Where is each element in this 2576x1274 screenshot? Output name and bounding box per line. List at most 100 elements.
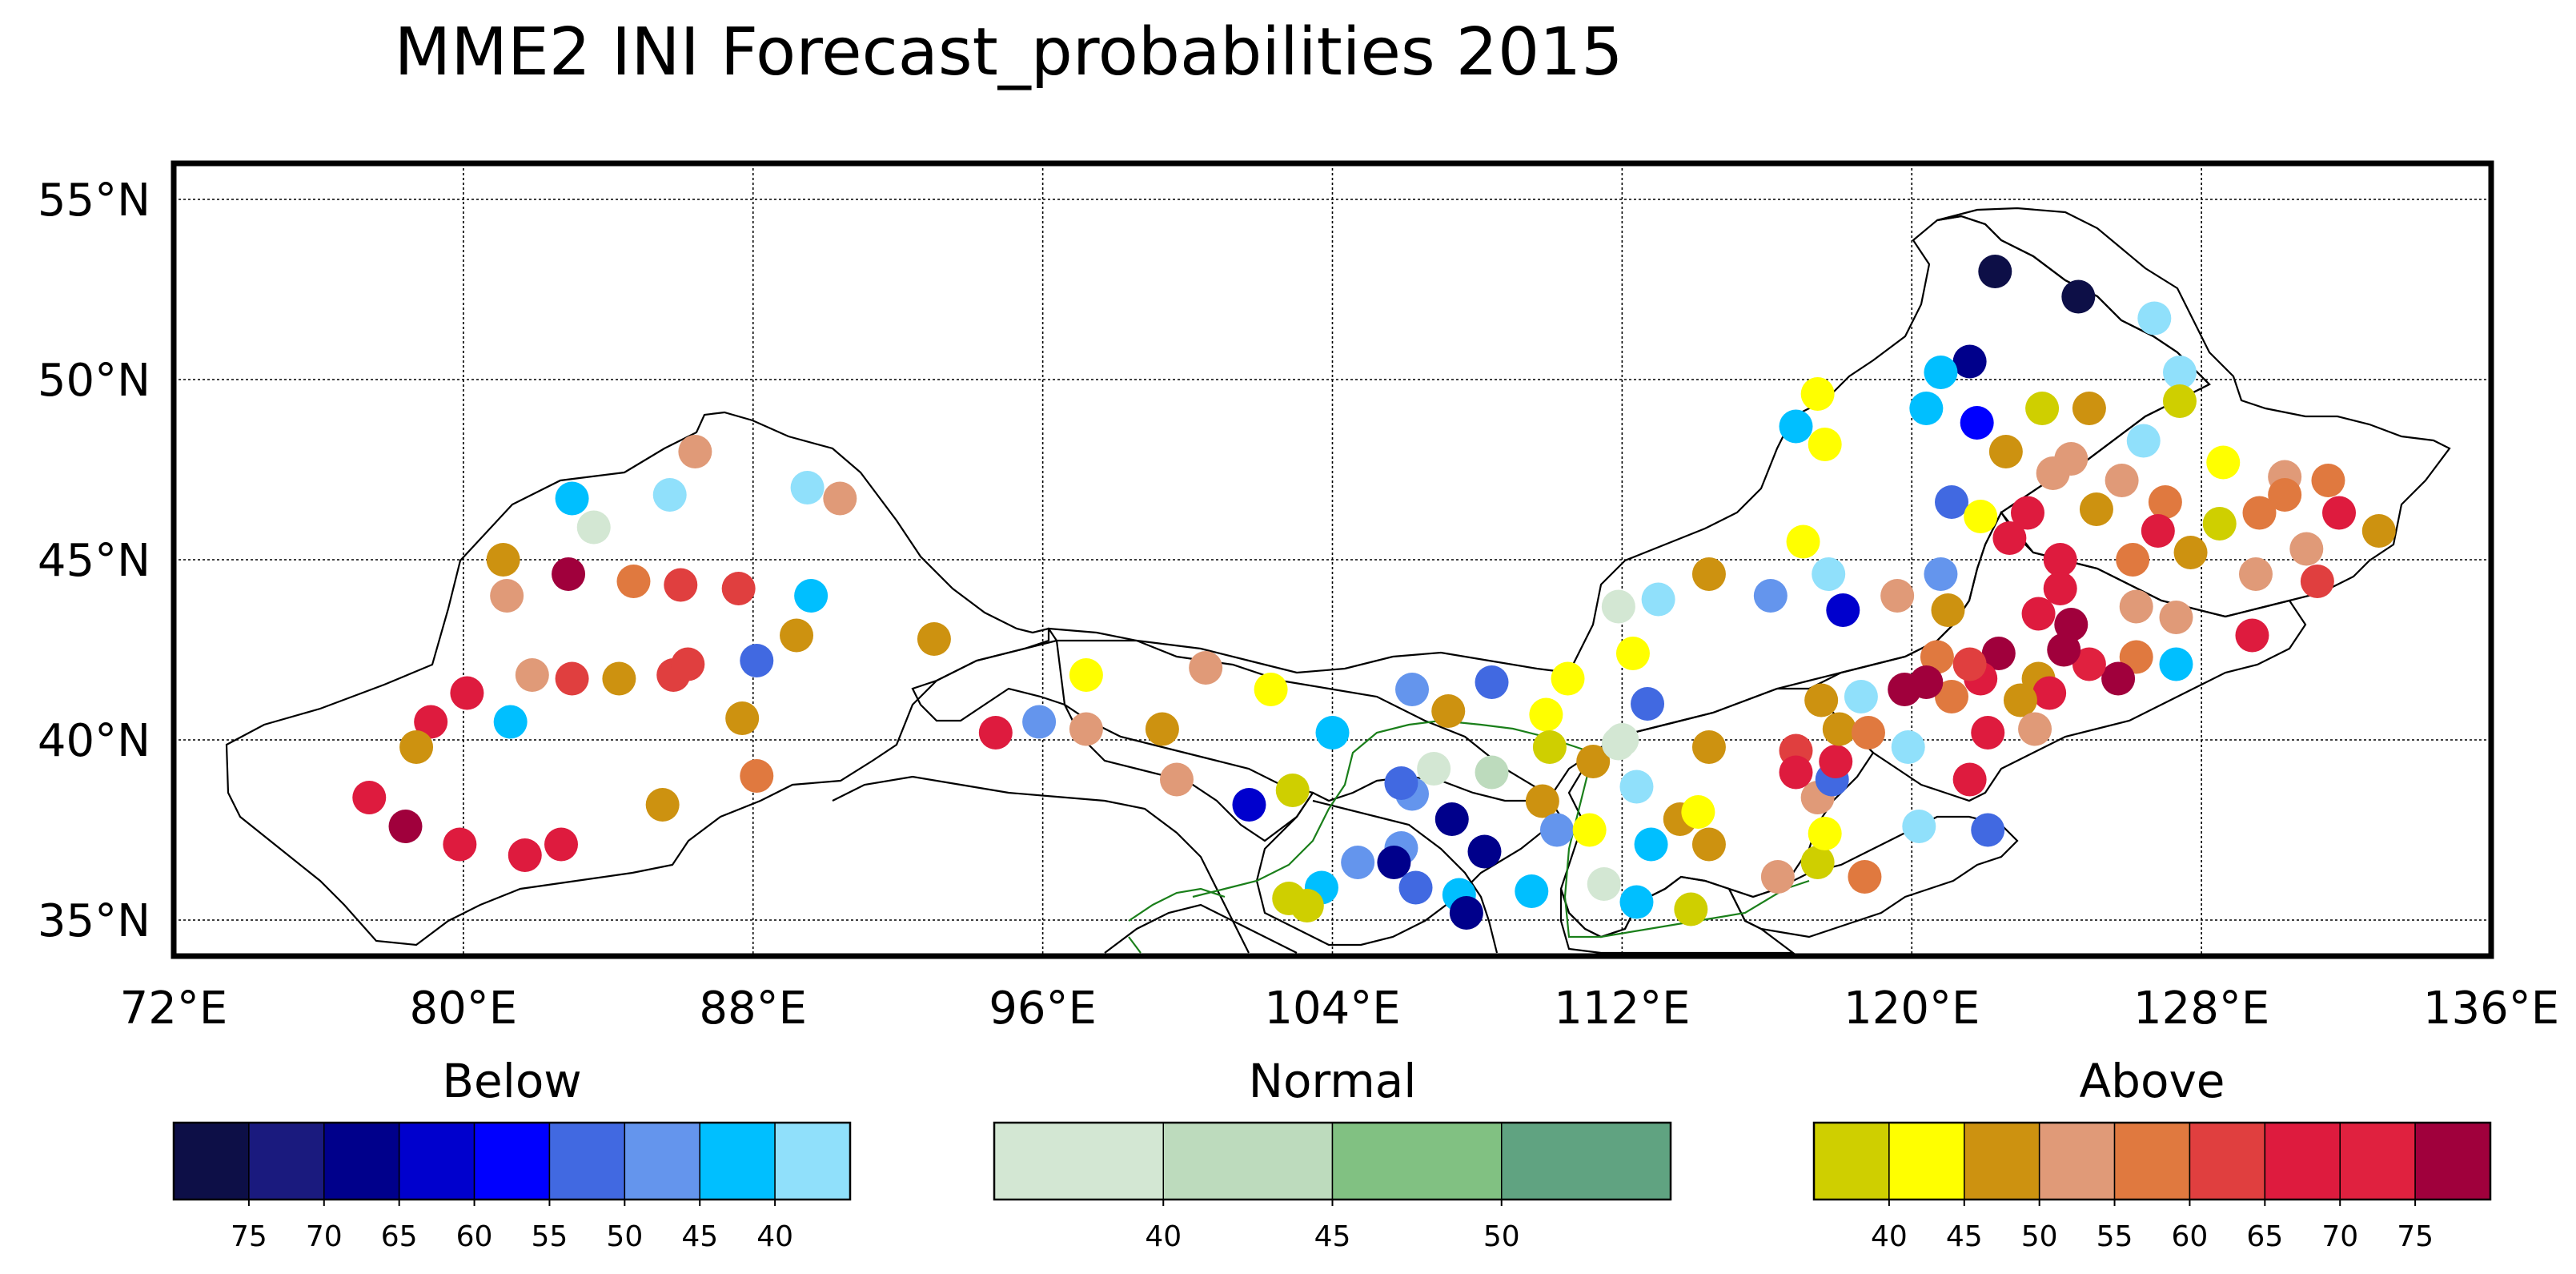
station-point [1971,813,2005,847]
station-point [978,716,1013,750]
y-tick-label: 55°N [38,175,150,227]
station-point [2021,597,2056,631]
station-point [2036,456,2070,490]
station-point [1576,745,1611,778]
station-point [1952,762,1987,797]
station-point [1631,687,1665,721]
station-point [1475,665,1509,699]
station-point [1844,680,1878,713]
y-tick-label: 45°N [38,535,150,587]
station-point [1069,712,1103,746]
station-point [450,676,484,710]
station-point [2235,618,2269,653]
colorbar-swatch [248,1122,325,1200]
station-point [1159,762,1194,797]
station-point [2119,589,2153,624]
station-point [2003,683,2037,717]
station-point [576,510,611,545]
station-point [1935,485,1969,519]
colorbar-tick-label: 50 [1483,1220,1520,1253]
colorbar-above: Above 40 45 50 55 60 65 70 75 [1812,1054,2492,1253]
station-point [740,644,774,677]
station-point [664,568,698,602]
colorbar-tick-label: 45 [1946,1220,1983,1253]
station-point [1232,788,1266,822]
x-tick-label: 72°E [120,983,228,1035]
station-point [1935,680,1969,713]
boundary-qinghai-south [1104,903,1298,954]
station-point [1808,428,1842,461]
station-point [1753,579,1788,613]
boundary-inner-shaanxi [1312,799,1499,954]
river-west [1128,936,1142,954]
station-point [515,658,549,692]
station-point [2162,384,2197,418]
station-point [1931,593,1965,627]
boundary-qinghai [832,775,1250,954]
station-point [388,810,423,843]
station-point [1822,712,1856,746]
station-point [1924,356,1958,389]
station-point [1988,435,2023,468]
boundary-henan-shaanxi [1559,875,1796,954]
station-point [1475,755,1509,790]
station-point [1674,892,1708,926]
station-point [1532,730,1567,764]
colorbar-tick-label: 45 [681,1220,718,1253]
station-point [2032,676,2067,710]
station-point [1551,661,1585,696]
station-point [2268,478,2302,512]
station-point [352,781,387,814]
river-wei [1128,887,1226,922]
colorbar-tick-label: 65 [381,1220,418,1253]
station-point [2238,557,2273,591]
station-point [1398,870,1433,905]
station-point [1145,712,1179,746]
colorbar-swatch [1331,1122,1503,1200]
x-tick-label: 80°E [410,983,518,1035]
station-point [1619,770,1654,804]
colorbar-swatch [1813,1122,1890,1200]
station-point [1384,766,1418,800]
colorbar-tick-label: 70 [2321,1220,2358,1253]
station-point [1786,524,1820,559]
station-point [721,572,756,605]
station-point [2242,496,2277,530]
colorbar-swatch [2264,1122,2341,1200]
station-point [1395,673,1430,706]
station-point [2159,601,2193,634]
station-point [1819,745,1853,778]
colorbar-tick-label: 75 [2397,1220,2434,1253]
colorbar-tick-label: 60 [456,1220,493,1253]
station-point [1812,557,1846,591]
map-frame [171,160,2494,959]
station-point [1888,673,1922,706]
colorbar-title: Above [2080,1054,2225,1108]
station-point [2137,301,2172,336]
colorbar-swatch [1964,1122,2040,1200]
rivers [1128,719,1810,954]
station-point [1634,827,1668,862]
colorbar-tick-label: 60 [2172,1220,2209,1253]
station-point [399,730,434,764]
station-point [1848,860,1882,894]
station-point [1691,827,1726,862]
station-point [1275,774,1310,807]
station-point [552,557,586,591]
x-tick-label: 128°E [2133,983,2269,1035]
station-point [1434,802,1469,836]
station-point [1189,651,1223,685]
station-point [1431,694,1466,728]
station-point [2361,514,2396,548]
station-point [2018,712,2052,746]
y-axis-ticks: 55°N 50°N 45°N 40°N 35°N [38,175,150,947]
colorbar-tick-label: 55 [2097,1220,2133,1253]
station-point [1515,874,1549,908]
colorbar-tick-label: 75 [231,1220,267,1253]
chart-title: MME2 INI Forecast_probabilities 2015 [394,14,1623,90]
station-point [1449,896,1483,930]
station-point [1880,579,1915,613]
station-point [740,759,774,793]
x-tick-label: 96°E [989,983,1097,1035]
station-point [1587,867,1621,901]
